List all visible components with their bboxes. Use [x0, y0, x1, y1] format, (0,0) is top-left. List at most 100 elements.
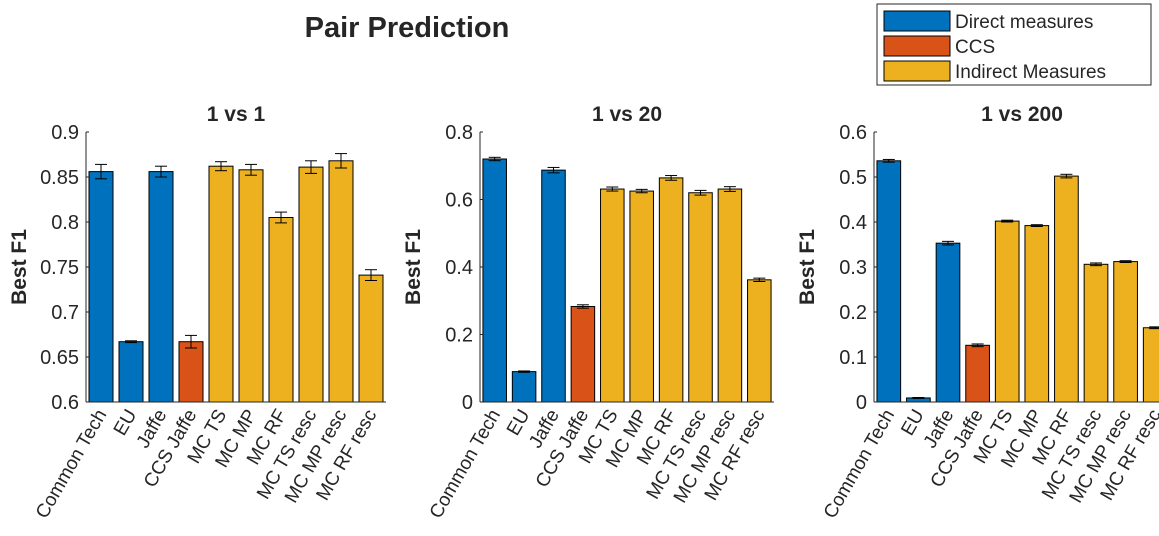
error-bar: [606, 186, 619, 192]
error-bar: [275, 211, 287, 224]
error-bar: [547, 166, 560, 174]
legend-swatch: [883, 35, 951, 57]
error-bar: [215, 161, 227, 172]
bar: [1054, 175, 1079, 403]
y-tick-label: 0.7: [51, 302, 79, 324]
error-bar: [155, 165, 167, 178]
legend: Direct measures CCS Indirect Measures: [876, 3, 1152, 86]
error-bar: [1001, 219, 1014, 223]
y-tick-label: 0.2: [839, 302, 867, 324]
y-tick-label: 0.2: [445, 325, 473, 347]
error-bar: [245, 163, 257, 176]
y-tick-label: 0: [856, 392, 867, 414]
panel-title: 1 vs 200: [981, 103, 1063, 126]
legend-label: CCS: [955, 37, 995, 58]
y-tick-label: 0.8: [51, 212, 79, 234]
y-tick-label: 0.65: [40, 347, 79, 369]
bar: [1113, 261, 1138, 403]
bar: [268, 217, 294, 403]
bar: [876, 160, 902, 403]
x-tick-label: Common Tech: [426, 406, 505, 522]
bar: [358, 274, 384, 403]
panel-title: 1 vs 1: [207, 103, 266, 126]
error-bar: [1060, 173, 1073, 179]
bar: [118, 341, 144, 403]
error-bar: [488, 156, 501, 162]
legend-label: Direct measures: [955, 12, 1093, 33]
y-tick-label: 0.6: [51, 392, 79, 414]
error-bar: [635, 188, 648, 194]
y-tick-label: 0.85: [40, 167, 79, 189]
error-bar: [335, 153, 347, 169]
error-bar: [694, 189, 707, 196]
error-bar: [971, 343, 984, 348]
error-bar: [518, 370, 531, 373]
bar: [570, 305, 596, 403]
bar: [88, 171, 114, 403]
y-axis-label: Best F1: [796, 229, 819, 305]
bar: [600, 188, 625, 403]
error-bar: [1030, 224, 1043, 227]
error-bar: [1119, 260, 1132, 263]
error-bar: [1090, 262, 1102, 267]
error-bar: [912, 397, 925, 399]
bar: [298, 166, 324, 403]
bar: [328, 160, 354, 403]
legend-swatch: [883, 10, 951, 32]
bar: [1142, 327, 1159, 403]
bar: [148, 171, 174, 403]
y-tick-label: 0.4: [445, 257, 473, 279]
error-bar: [125, 340, 137, 344]
error-bar: [305, 160, 317, 174]
error-bar: [185, 334, 197, 349]
legend-swatch: [883, 60, 951, 82]
y-tick-label: 0.1: [839, 347, 867, 369]
error-bar: [1149, 326, 1159, 330]
y-axis-label: Best F1: [8, 229, 31, 305]
error-bar: [576, 304, 589, 309]
panel-title: 1 vs 20: [592, 103, 662, 126]
y-tick-label: 0.5: [839, 167, 867, 189]
y-tick-label: 0.6: [839, 122, 867, 144]
y-tick-label: 0.6: [445, 190, 473, 212]
y-axis-label: Best F1: [402, 229, 425, 305]
bar: [511, 371, 537, 403]
y-tick-label: 0.8: [445, 122, 473, 144]
bar: [717, 188, 743, 403]
y-tick-label: 0.9: [51, 122, 79, 144]
error-bar: [753, 277, 766, 283]
error-bar: [665, 175, 678, 181]
legend-label: Indirect Measures: [955, 62, 1106, 83]
x-tick-label: Common Tech: [820, 406, 899, 522]
y-tick-label: 0.75: [40, 257, 79, 279]
error-bar: [95, 163, 107, 180]
bar: [658, 177, 684, 403]
x-tick-label: Common Tech: [32, 406, 111, 522]
bar: [541, 169, 566, 403]
bar: [994, 220, 1020, 403]
error-bar: [882, 158, 895, 163]
bar: [238, 169, 264, 403]
bar: [178, 341, 204, 403]
bar: [965, 344, 990, 403]
bar: [1083, 263, 1109, 403]
error-bar: [723, 186, 736, 192]
bar: [747, 279, 772, 403]
error-bar: [942, 240, 954, 246]
figure-title: Pair Prediction: [305, 12, 510, 44]
bar: [629, 190, 654, 403]
bar: [688, 192, 713, 403]
bar: [482, 158, 507, 403]
y-tick-label: 0.3: [839, 257, 867, 279]
y-tick-label: 0.4: [839, 212, 867, 234]
bar: [1024, 225, 1050, 403]
error-bar: [365, 269, 377, 281]
bar: [208, 165, 234, 403]
bar: [935, 242, 961, 403]
y-tick-label: 0: [462, 392, 473, 414]
